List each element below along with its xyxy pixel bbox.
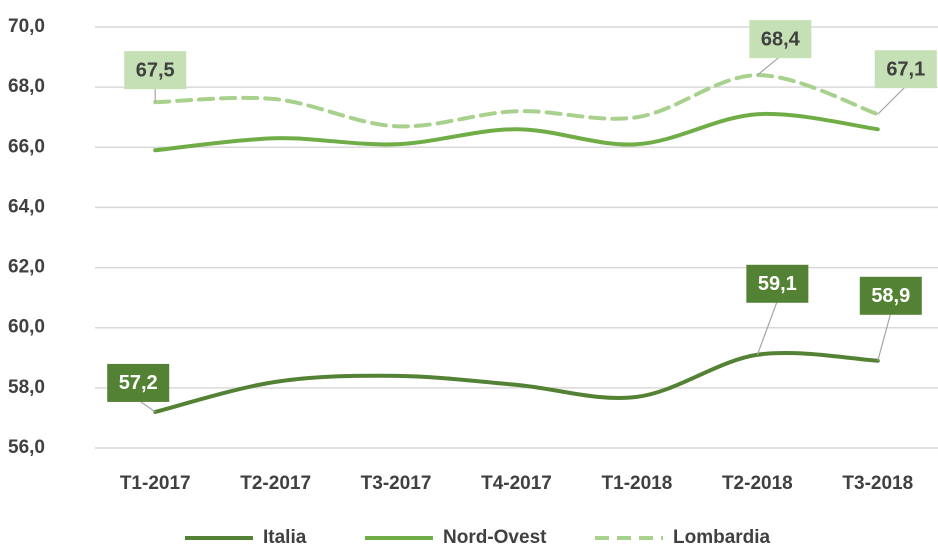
x-tick-label: T2-2018 — [722, 473, 793, 494]
data-label: 57,2 — [119, 372, 158, 394]
data-label: 68,4 — [761, 28, 801, 50]
legend-label: Nord-Ovest — [443, 527, 547, 548]
leader-line — [877, 312, 892, 361]
data-label: 59,1 — [758, 273, 797, 295]
data-label: 58,9 — [871, 285, 910, 307]
y-tick-label: 62,0 — [8, 257, 45, 278]
data-label-box — [874, 50, 937, 89]
x-tick-label: T2-2017 — [240, 473, 311, 494]
x-tick-label: T1-2017 — [120, 473, 191, 494]
y-tick-label: 60,0 — [8, 317, 45, 338]
legend-label: Lombardia — [673, 527, 771, 548]
leader-line — [877, 85, 907, 115]
data-label: 67,5 — [136, 59, 175, 81]
x-tick-label: T3-2017 — [361, 473, 432, 494]
x-tick-label: T4-2017 — [481, 473, 552, 494]
data-label-box — [107, 363, 170, 402]
data-label-box — [124, 51, 187, 90]
series-line — [153, 73, 880, 129]
y-tick-label: 56,0 — [8, 437, 45, 458]
leader-line — [137, 399, 156, 413]
data-label: 67,1 — [886, 58, 925, 80]
y-tick-label: 58,0 — [8, 377, 45, 398]
leader-line — [756, 55, 781, 76]
data-label-box — [859, 276, 922, 315]
y-tick-label: 70,0 — [8, 16, 45, 37]
y-tick-label: 64,0 — [8, 196, 45, 217]
data-label-box — [746, 264, 809, 303]
x-tick-label: T3-2018 — [842, 473, 913, 494]
y-tick-label: 68,0 — [8, 76, 45, 97]
y-tick-label: 66,0 — [8, 136, 45, 157]
x-tick-label: T1-2018 — [602, 473, 673, 494]
series-line — [153, 111, 880, 153]
data-label-box — [749, 20, 812, 59]
series-line — [153, 351, 880, 414]
legend-label: Italia — [263, 527, 307, 548]
leader-line — [756, 300, 778, 355]
